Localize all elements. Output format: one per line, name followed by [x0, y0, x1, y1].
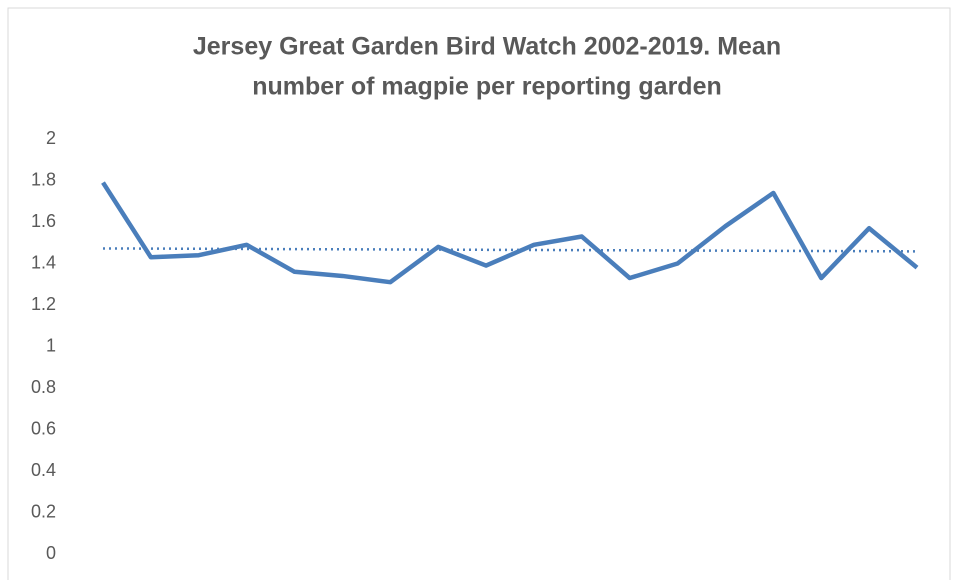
y-tick-label: 0.2	[31, 501, 56, 521]
data-line	[101, 181, 919, 285]
y-tick-label: 1.8	[31, 169, 56, 189]
y-tick-label: 2	[46, 128, 56, 148]
y-tick-label: 0	[46, 543, 56, 563]
y-tick-label: 0.4	[31, 460, 56, 480]
chart-frame	[7, 7, 951, 580]
y-tick-label: 0.8	[31, 377, 56, 397]
y-tick-label: 1.4	[31, 252, 56, 272]
y-tick-label: 0.6	[31, 418, 56, 438]
y-tick-label: 1	[46, 335, 56, 355]
y-tick-label: 1.6	[31, 211, 56, 231]
chart-title: number of magpie per reporting garden	[252, 73, 722, 101]
chart-title: Jersey Great Garden Bird Watch 2002-2019…	[193, 33, 781, 61]
trendline	[102, 247, 918, 253]
y-tick-label: 1.2	[31, 294, 56, 314]
